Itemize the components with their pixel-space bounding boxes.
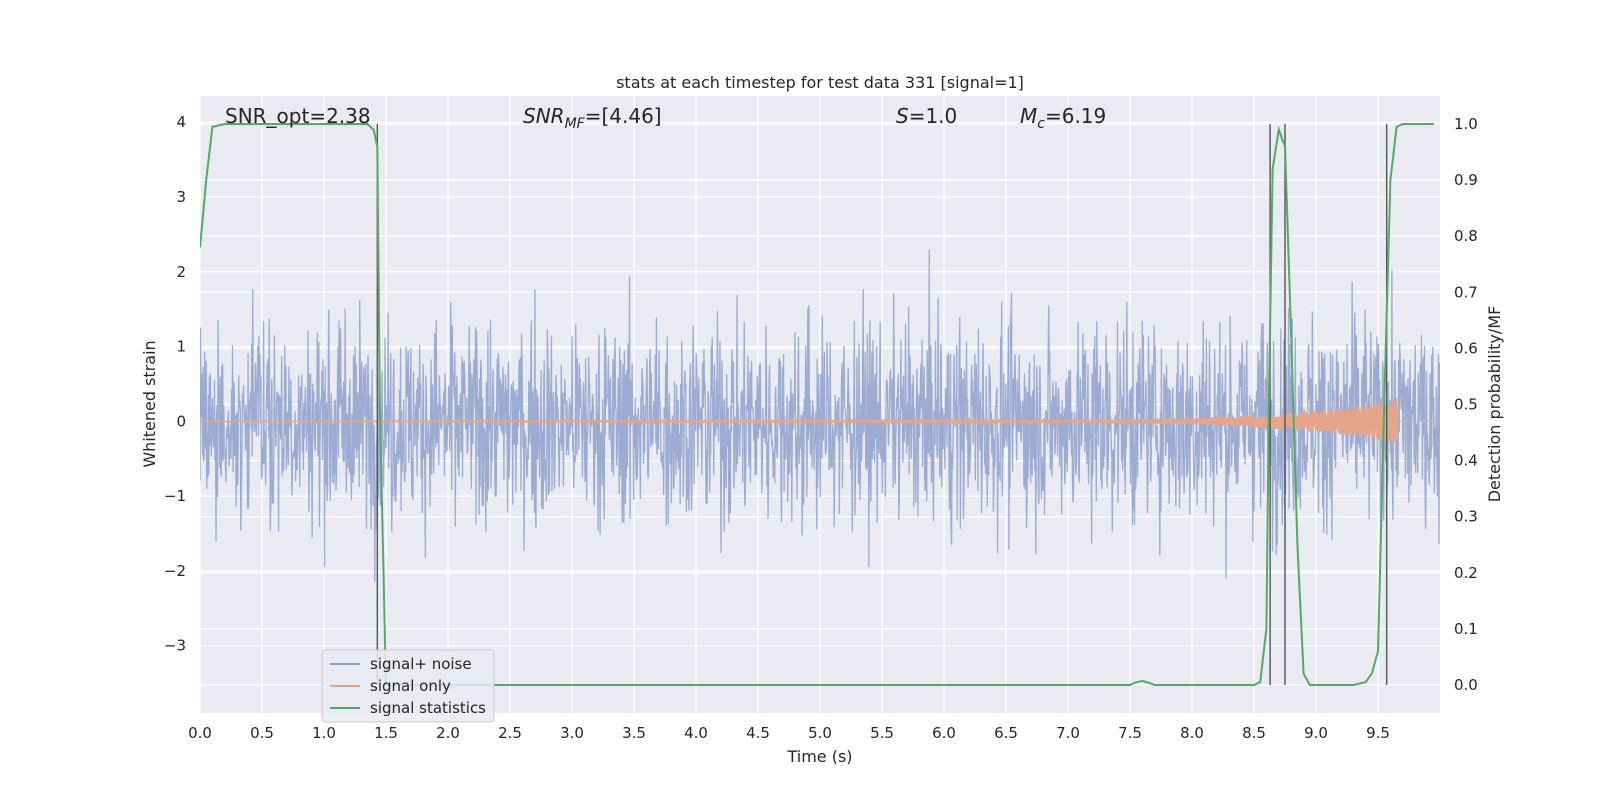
y-right-tick-label: 0.9	[1454, 171, 1478, 189]
y-right-tick-labels: 0.0 0.1 0.2 0.3 0.4 0.5 0.6 0.7 0.8 0.9 1.0	[1454, 115, 1478, 694]
y-left-tick-label: −2	[164, 562, 186, 580]
x-tick-label: 2.5	[498, 724, 522, 742]
x-tick-label: 7.0	[1056, 724, 1080, 742]
series-signal-statistics	[200, 123, 1434, 686]
annotation-s: S=1.0	[896, 104, 957, 128]
x-tick-label: 6.5	[994, 724, 1018, 742]
x-tick-label: 6.0	[932, 724, 956, 742]
chart-title: stats at each timestep for test data 331…	[616, 73, 1024, 92]
y-right-tick-label: 0.7	[1454, 283, 1478, 301]
legend: signal+ noise signal only signal statist…	[321, 649, 495, 723]
y-right-tick-label: 0.6	[1454, 339, 1478, 357]
series-signal-only	[200, 397, 1440, 445]
legend-box	[321, 649, 495, 723]
y-right-tick-label: 0.8	[1454, 227, 1478, 245]
signal-statistics-line	[200, 123, 1434, 686]
grid-horizontal-right	[200, 123, 1440, 686]
x-axis-label: Time (s)	[786, 747, 852, 766]
x-tick-label: 1.5	[374, 724, 398, 742]
vertical-markers	[376, 124, 1388, 685]
y-axis-right-label: Detection probability/MF	[1485, 306, 1504, 503]
x-tick-label: 8.5	[1242, 724, 1266, 742]
legend-label-signal-statistics: signal statistics	[370, 699, 486, 717]
y-right-tick-label: 0.0	[1454, 676, 1478, 694]
legend-label-signal-plus-noise: signal+ noise	[370, 655, 472, 673]
x-tick-label: 3.5	[622, 724, 646, 742]
x-tick-label: 9.0	[1304, 724, 1328, 742]
signal-only-line	[200, 397, 1440, 445]
x-tick-labels: 0.0 0.5 1.0 1.5 2.0 2.5 3.0 3.5 4.0 4.5 5.0 5.5 6.0 6…	[188, 724, 1390, 742]
y-axis-left-label: Whitened strain	[140, 340, 159, 467]
legend-label-signal-only: signal only	[370, 677, 451, 695]
x-tick-label: 5.0	[808, 724, 832, 742]
series-signal-plus-noise	[200, 249, 1440, 582]
y-right-tick-label: 0.2	[1454, 564, 1478, 582]
y-right-tick-label: 0.4	[1454, 452, 1478, 470]
y-left-tick-label: −1	[164, 487, 186, 505]
x-tick-label: 5.5	[870, 724, 894, 742]
x-tick-label: 7.5	[1118, 724, 1142, 742]
annotation-snr-opt: SNR_opt=2.38	[225, 104, 371, 128]
y-left-tick-labels: −3 −2 −1 0 1 2 3 4	[164, 113, 186, 655]
y-left-tick-label: 0	[176, 412, 186, 430]
x-tick-label: 1.0	[312, 724, 336, 742]
y-left-tick-label: 2	[176, 263, 186, 281]
y-right-tick-label: 0.1	[1454, 620, 1478, 638]
y-right-tick-label: 0.5	[1454, 396, 1478, 414]
y-right-tick-label: 1.0	[1454, 115, 1478, 133]
y-left-tick-label: −3	[164, 637, 186, 655]
x-tick-label: 8.0	[1180, 724, 1204, 742]
x-tick-label: 4.5	[746, 724, 770, 742]
x-tick-label: 0.0	[188, 724, 212, 742]
x-tick-label: 2.0	[436, 724, 460, 742]
annotation-snr-mf: SNRMF=[4.46]	[523, 104, 662, 132]
x-tick-label: 3.0	[560, 724, 584, 742]
x-tick-label: 9.5	[1366, 724, 1390, 742]
x-tick-label: 0.5	[250, 724, 274, 742]
y-left-tick-label: 3	[176, 188, 186, 206]
annotation-mc: Mc=6.19	[1020, 104, 1106, 132]
x-tick-label: 4.0	[684, 724, 708, 742]
signal-plus-noise-line	[200, 249, 1440, 582]
y-left-tick-label: 1	[176, 338, 186, 356]
y-left-tick-label: 4	[176, 113, 186, 131]
y-right-tick-label: 0.3	[1454, 508, 1478, 526]
